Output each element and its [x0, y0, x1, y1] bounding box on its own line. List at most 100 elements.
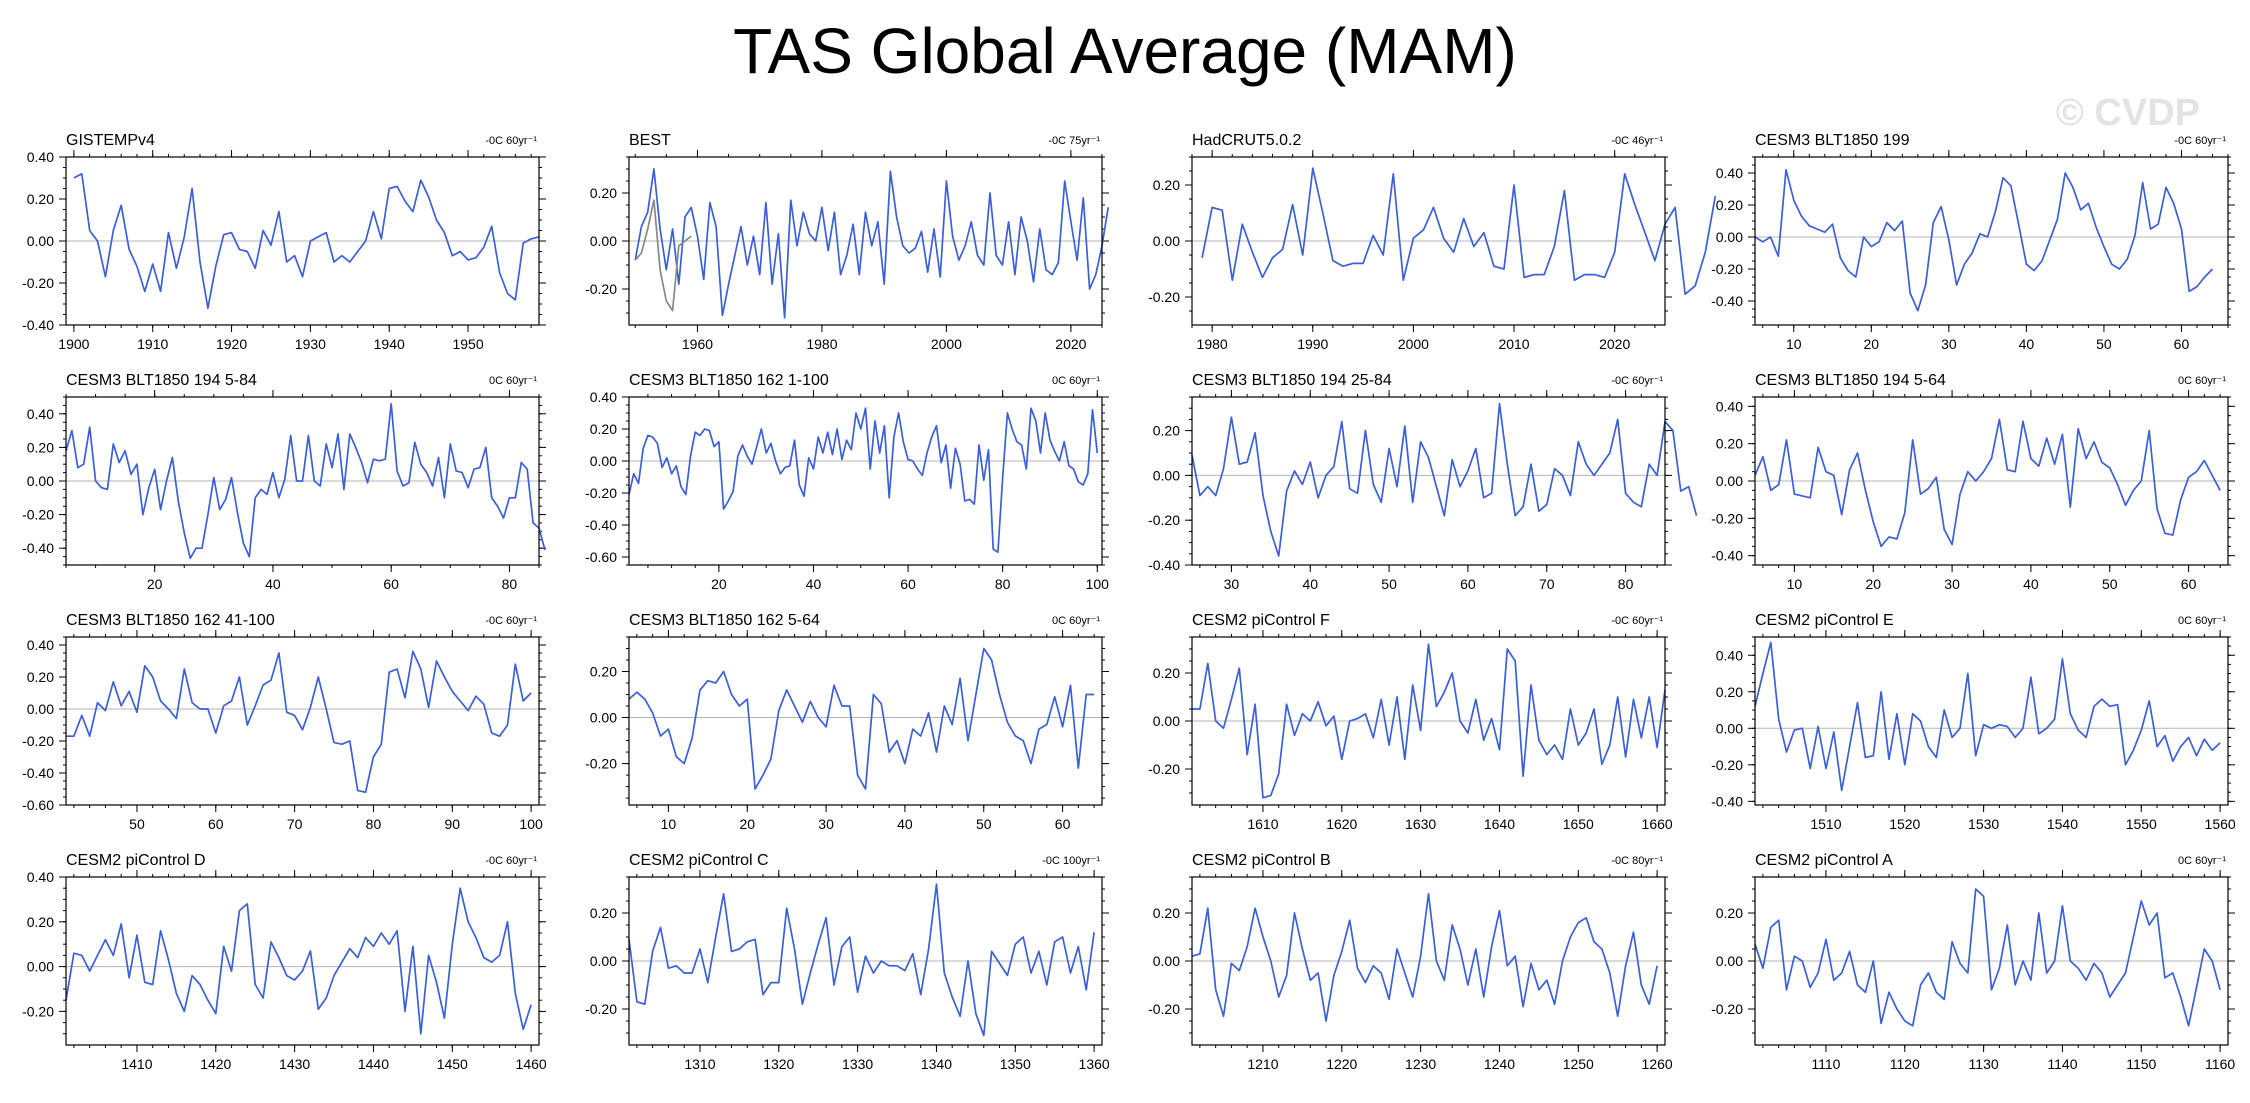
- y-tick-label: 0.40: [1716, 647, 1743, 663]
- y-tick-label: 0.20: [1153, 665, 1180, 681]
- series-line-sim: [1192, 643, 1666, 799]
- series-line-sim: [1754, 418, 2221, 548]
- y-tick-label: -0.20: [1148, 289, 1180, 305]
- x-tick-label: 30: [1224, 576, 1240, 592]
- x-tick-label: 1320: [763, 1056, 794, 1072]
- x-tick-label: 30: [1944, 576, 1960, 592]
- y-tick-label: -0.20: [585, 756, 617, 772]
- x-tick-label: 1620: [1326, 816, 1357, 832]
- y-tick-label: -0.40: [1711, 793, 1743, 809]
- panel-trend-label: -0C 60yr⁻¹: [485, 135, 537, 147]
- y-tick-label: 0.00: [590, 233, 617, 249]
- y-tick-label: 0.20: [27, 191, 54, 207]
- y-tick-label: 0.20: [1153, 905, 1180, 921]
- y-tick-label: -0.60: [22, 797, 54, 813]
- chart-panel-0: GISTEMPv4 -0C 60yr⁻¹ -0.40 -0.20 0.00 0.20 0.4…: [22, 132, 546, 352]
- chart-panel-8: CESM3 BLT1850 162 41-100 -0C 60yr⁻¹ -0.60 -…: [22, 612, 546, 832]
- plot-frame: [628, 396, 1103, 566]
- chart-panel-9: CESM3 BLT1850 162 5-64 0C 60yr⁻¹ -0.20 0.00…: [585, 612, 1109, 832]
- x-tick-label: 1360: [1079, 1056, 1110, 1072]
- panel-title: BEST: [629, 132, 671, 149]
- plot-frame: [1191, 636, 1666, 806]
- chart-panel-11: CESM2 piControl E 0C 60yr⁻¹ -0.40 -0.20 0.00…: [1711, 612, 2236, 832]
- x-tick-label: 2000: [1398, 336, 1429, 352]
- y-tick-label: 0.40: [1716, 165, 1743, 181]
- chart-panel-13: CESM2 piControl C -0C 100yr⁻¹ -0.20 0.00 0.2…: [585, 852, 1110, 1072]
- panel-trend-label: -0C 60yr⁻¹: [485, 615, 537, 627]
- x-tick-label: 1210: [1247, 1056, 1278, 1072]
- y-tick-label: -0.20: [1148, 512, 1180, 528]
- y-tick-label: -0.40: [22, 765, 54, 781]
- x-tick-label: 60: [2174, 336, 2190, 352]
- y-tick-label: 0.20: [590, 664, 617, 680]
- y-tick-label: -0.40: [1148, 557, 1180, 573]
- chart-panel-2: HadCRUT5.0.2 -0C 46yr⁻¹ -0.20 0.00 0.20 1980 1…: [1148, 132, 1717, 352]
- x-tick-label: 1140: [2047, 1056, 2077, 1072]
- y-tick-label: 0.20: [1153, 423, 1180, 439]
- x-tick-label: 2000: [931, 336, 962, 352]
- x-tick-label: 1410: [121, 1056, 152, 1072]
- x-tick-label: 40: [2023, 576, 2039, 592]
- y-tick-label: 0.00: [1716, 720, 1743, 736]
- y-tick-label: -0.20: [22, 507, 54, 523]
- x-tick-label: 1450: [437, 1056, 468, 1072]
- plot-frame: [1191, 396, 1666, 566]
- panel-trend-label: -0C 60yr⁻¹: [2174, 135, 2226, 147]
- y-tick-label: 0.20: [590, 421, 617, 437]
- x-tick-label: 2020: [1055, 336, 1086, 352]
- panel-title: CESM2 piControl D: [66, 852, 206, 869]
- y-tick-label: 0.00: [27, 701, 54, 717]
- y-tick-label: -0.20: [22, 1003, 54, 1019]
- y-tick-label: -0.20: [1711, 510, 1743, 526]
- y-tick-label: -0.40: [22, 540, 54, 556]
- y-tick-label: 0.00: [590, 710, 617, 726]
- y-tick-label: -0.20: [22, 275, 54, 291]
- x-tick-label: 1540: [2047, 816, 2078, 832]
- x-tick-label: 1460: [516, 1056, 547, 1072]
- x-tick-label: 1980: [806, 336, 837, 352]
- x-tick-label: 90: [444, 816, 460, 832]
- x-tick-label: 1150: [2126, 1056, 2156, 1072]
- x-tick-label: 1230: [1405, 1056, 1436, 1072]
- x-tick-label: 1420: [200, 1056, 231, 1072]
- panel-trend-label: 0C 60yr⁻¹: [2178, 855, 2226, 867]
- plot-frame: [1191, 876, 1666, 1046]
- y-tick-label: -0.40: [1711, 293, 1743, 309]
- panel-title: CESM3 BLT1850 162 5-64: [629, 612, 820, 629]
- series-line-sim: [1191, 402, 1698, 557]
- panel-trend-label: 0C 60yr⁻¹: [2178, 375, 2226, 387]
- plot-frame: [65, 156, 540, 326]
- x-tick-label: 1980: [1197, 336, 1228, 352]
- panel-title: CESM3 BLT1850 194 5-64: [1755, 372, 1946, 389]
- x-tick-label: 1900: [58, 336, 89, 352]
- x-tick-label: 40: [2019, 336, 2035, 352]
- y-tick-label: -0.20: [1711, 1001, 1743, 1017]
- x-tick-label: 1650: [1563, 816, 1594, 832]
- y-tick-label: -0.20: [22, 733, 54, 749]
- x-tick-label: 1130: [1969, 1056, 1999, 1072]
- panel-trend-label: 0C 60yr⁻¹: [489, 375, 537, 387]
- x-tick-label: 1260: [1642, 1056, 1673, 1072]
- x-tick-label: 1940: [374, 336, 405, 352]
- panel-title: CESM2 piControl F: [1192, 612, 1330, 629]
- x-tick-label: 80: [502, 576, 518, 592]
- chart-panel-6: CESM3 BLT1850 194 25-84 -0C 60yr⁻¹ -0.40 -0…: [1148, 372, 1698, 592]
- x-tick-label: 80: [1618, 576, 1634, 592]
- x-tick-label: 10: [1786, 336, 1802, 352]
- x-tick-label: 1330: [842, 1056, 873, 1072]
- panel-trend-label: 0C 60yr⁻¹: [2178, 615, 2226, 627]
- series-line-sim: [628, 407, 1099, 554]
- x-tick-label: 1920: [216, 336, 247, 352]
- panel-trend-label: -0C 60yr⁻¹: [1611, 375, 1663, 387]
- y-tick-label: 0.00: [1153, 713, 1180, 729]
- y-tick-label: -0.60: [585, 549, 617, 565]
- x-tick-label: 30: [1941, 336, 1957, 352]
- panel-title: CESM3 BLT1850 199: [1755, 132, 1910, 149]
- x-tick-label: 1630: [1405, 816, 1436, 832]
- panel-title: CESM3 BLT1850 194 5-84: [66, 372, 257, 389]
- y-tick-label: 0.00: [27, 959, 54, 975]
- x-tick-label: 60: [900, 576, 916, 592]
- series-line-sim: [66, 650, 532, 794]
- x-tick-label: 1990: [1297, 336, 1328, 352]
- y-tick-label: -0.20: [1711, 757, 1743, 773]
